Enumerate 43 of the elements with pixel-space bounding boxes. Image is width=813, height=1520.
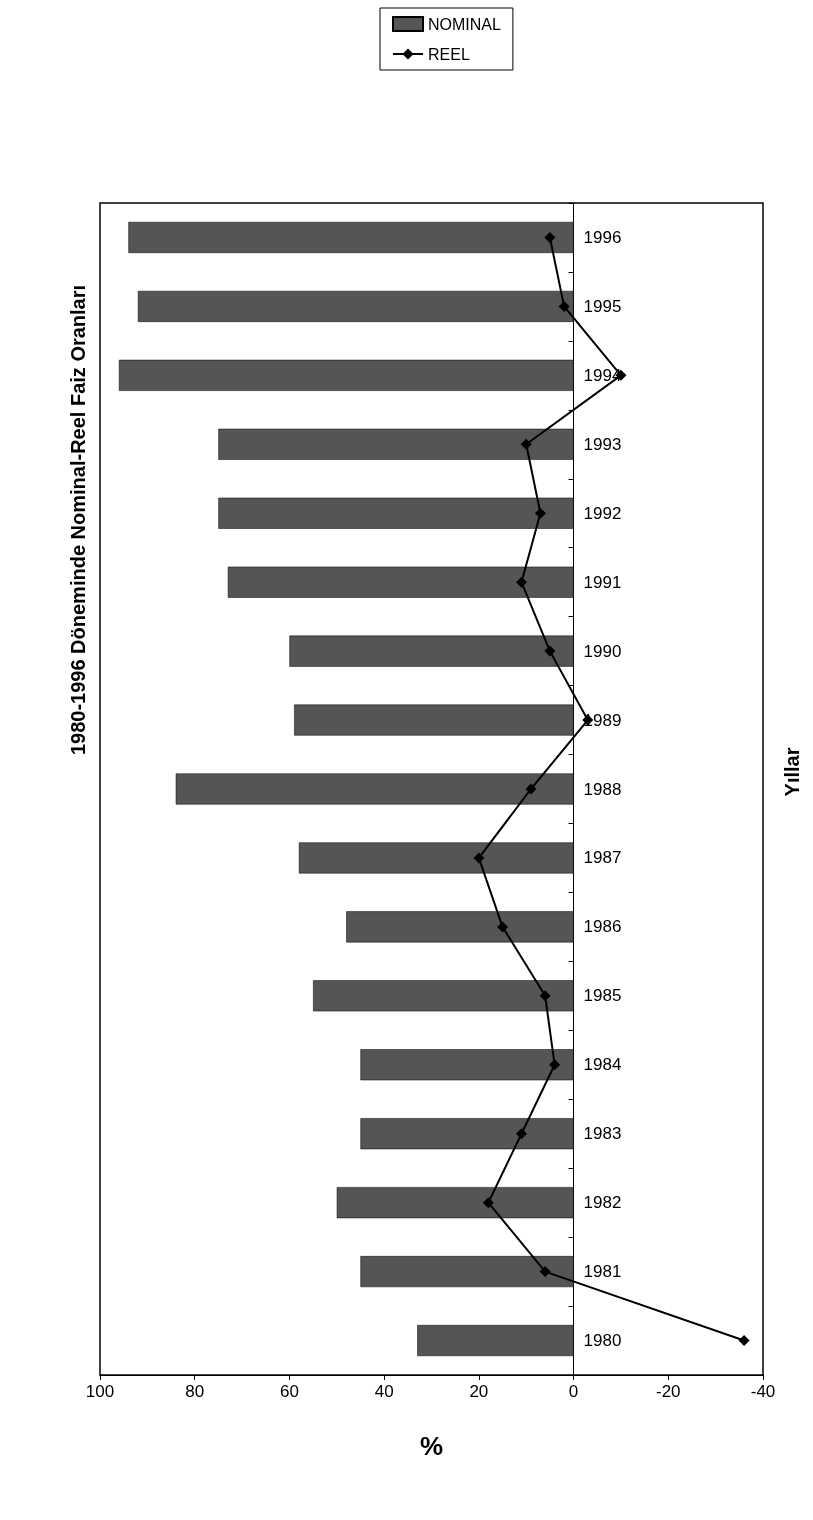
y-tick-label: 1980 <box>583 1331 622 1351</box>
y-tick-label: 1988 <box>583 779 622 799</box>
x-tick-label: -20 <box>656 1382 681 1401</box>
point <box>539 1266 551 1278</box>
y-tick-label: 1983 <box>583 1124 622 1144</box>
y-tick-label: 1991 <box>583 572 622 592</box>
y-tick-label: 1996 <box>583 227 622 247</box>
x-tick-label: 40 <box>374 1382 394 1401</box>
x-tick-label: 20 <box>469 1382 489 1401</box>
x-tick-label: -40 <box>750 1382 776 1401</box>
x-tick-label: 100 <box>85 1382 115 1401</box>
point <box>525 783 537 795</box>
point <box>520 438 532 450</box>
text: 1980-1996 Döneminde Nominal-Reel Faiz Oranları <box>67 284 89 756</box>
y-tick-label: 1985 <box>583 986 622 1006</box>
x-tick-label: 60 <box>279 1382 299 1401</box>
x-axis-title: % <box>419 1431 444 1461</box>
y-axis-title: Yıllar <box>781 747 803 797</box>
point <box>544 231 556 243</box>
point <box>473 852 485 864</box>
y-tick-label: 1982 <box>583 1193 622 1213</box>
y-tick-label: 1981 <box>583 1262 622 1282</box>
legend-label: NOMINAL <box>428 15 501 33</box>
point <box>515 1128 527 1140</box>
point <box>539 990 551 1002</box>
y-tick-label: 1992 <box>583 503 622 523</box>
point <box>534 507 546 519</box>
y-tick-label: 1993 <box>583 434 622 454</box>
y-tick-label: 1987 <box>583 848 622 868</box>
point <box>558 300 570 312</box>
y-tick-label: 1984 <box>583 1055 622 1075</box>
point <box>549 1059 561 1071</box>
point <box>482 1197 494 1209</box>
y-tick-label: 1986 <box>583 917 622 937</box>
x-tick-label: 80 <box>185 1382 205 1401</box>
point <box>738 1335 750 1347</box>
point <box>544 645 556 657</box>
y-tick-label: 1990 <box>583 641 622 661</box>
point <box>497 921 509 933</box>
point <box>515 576 527 588</box>
legend-label: REEL <box>428 45 470 63</box>
x-tick-label: 0 <box>568 1382 579 1401</box>
y-tick-label: 1995 <box>583 296 622 316</box>
